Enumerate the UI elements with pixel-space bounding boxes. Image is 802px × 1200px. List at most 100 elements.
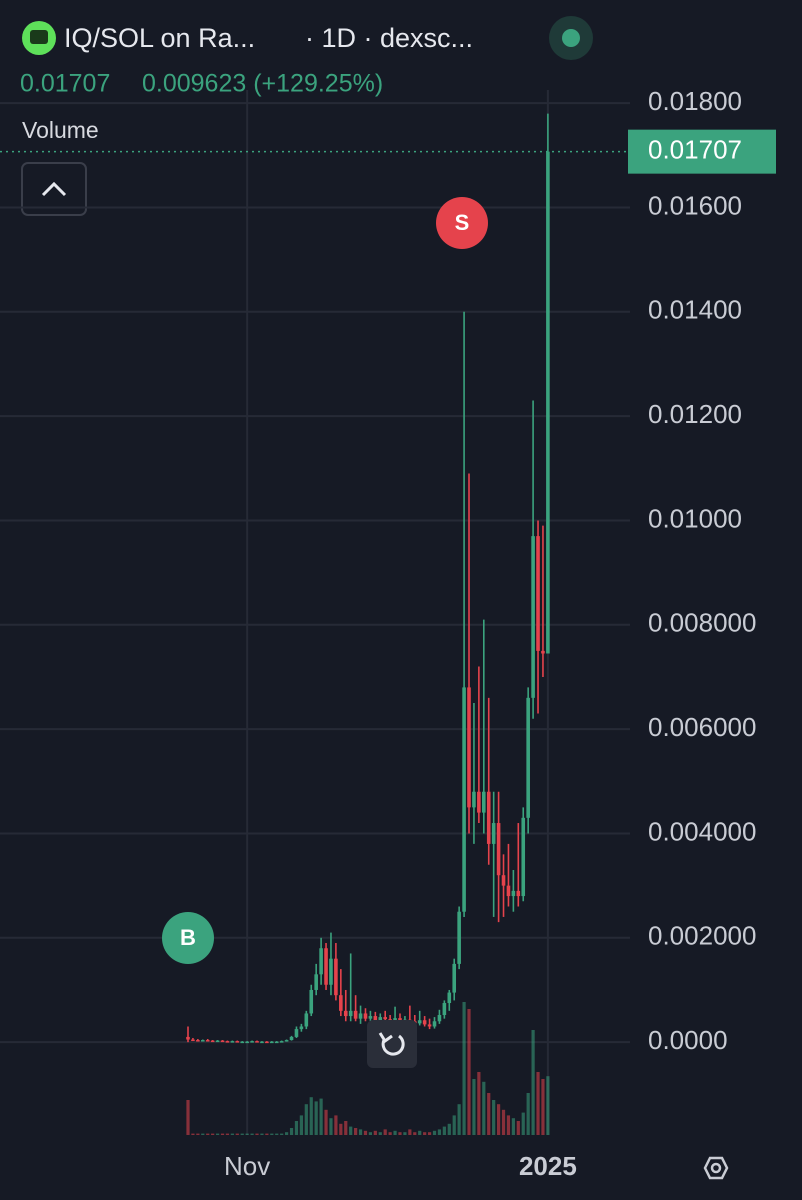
- reset-button[interactable]: [367, 1020, 417, 1068]
- x-tick-label: Nov: [224, 1151, 270, 1181]
- candle-body: [304, 1013, 309, 1027]
- y-tick-label: 0.0000: [648, 1025, 728, 1055]
- candle-body: [255, 1041, 259, 1043]
- candle-body: [200, 1040, 205, 1042]
- candle-body: [427, 1024, 432, 1027]
- y-tick-label: 0.01400: [648, 295, 742, 325]
- candle-body: [437, 1015, 442, 1022]
- candle-body: [245, 1041, 249, 1044]
- volume-bar: [230, 1133, 234, 1135]
- volume-bar: [388, 1132, 392, 1135]
- volume-bar: [437, 1129, 442, 1135]
- candle-body: [270, 1041, 274, 1044]
- candle-body: [457, 911, 461, 964]
- candle-body: [486, 791, 491, 844]
- candle-body: [447, 992, 452, 1004]
- volume-bar: [442, 1126, 446, 1135]
- y-tick-label: 0.004000: [648, 816, 756, 846]
- volume-bar: [250, 1133, 254, 1135]
- candle-body: [240, 1041, 245, 1044]
- candle-body: [541, 650, 545, 654]
- candle-body: [546, 151, 550, 654]
- x-tick-label: 2025: [519, 1151, 577, 1181]
- collapse-button[interactable]: [21, 162, 87, 216]
- volume-bar: [432, 1130, 437, 1135]
- volume-bar: [423, 1132, 427, 1135]
- volume-bar: [265, 1133, 269, 1135]
- candle-body: [279, 1041, 284, 1043]
- volume-bar: [349, 1126, 353, 1135]
- candle-body: [191, 1039, 195, 1042]
- volume-bar: [294, 1121, 299, 1135]
- y-tick-label: 0.006000: [648, 712, 756, 742]
- candle-body: [472, 791, 476, 808]
- volume-bar: [427, 1132, 432, 1135]
- settings-button[interactable]: [703, 1156, 729, 1180]
- volume-bar: [363, 1130, 368, 1135]
- candle-body: [536, 536, 540, 651]
- volume-bar: [408, 1129, 412, 1135]
- candle-body: [452, 963, 457, 993]
- candle-body: [348, 1010, 353, 1017]
- candle-body: [230, 1041, 235, 1043]
- volume-bar: [496, 1104, 501, 1135]
- volume-bar: [275, 1133, 279, 1135]
- volume-bar: [304, 1104, 308, 1135]
- candle-body: [531, 536, 535, 698]
- volume-bar: [492, 1100, 496, 1135]
- candle-body: [274, 1041, 279, 1044]
- candle-body: [398, 1018, 402, 1021]
- y-tick-label: 0.01800: [648, 86, 742, 116]
- candle-body: [363, 1013, 368, 1019]
- candle-body: [417, 1020, 422, 1024]
- candle-body: [215, 1040, 220, 1043]
- volume-bar: [467, 1009, 471, 1135]
- volume-bar: [378, 1132, 382, 1135]
- candle-body: [353, 1010, 358, 1019]
- candle-body: [477, 791, 481, 813]
- volume-bar: [447, 1123, 451, 1135]
- y-tick-label: 0.01200: [648, 399, 742, 429]
- candle-body: [521, 817, 526, 897]
- volume-bar: [324, 1109, 328, 1135]
- volume-bar: [511, 1118, 515, 1135]
- last-price-tag: [628, 129, 776, 174]
- candle-body: [526, 697, 530, 818]
- candle-body: [501, 875, 506, 886]
- volume-bar: [521, 1112, 525, 1135]
- candle-body: [314, 974, 318, 990]
- volume-bar: [329, 1118, 333, 1135]
- volume-bar: [373, 1130, 377, 1135]
- volume-bar: [383, 1129, 387, 1135]
- volume-bar: [220, 1133, 225, 1135]
- price-change: 0.009623 (+129.25%): [142, 70, 383, 98]
- candle-body: [220, 1040, 225, 1043]
- y-tick-label: 0.01000: [648, 503, 742, 533]
- candle-body: [324, 948, 328, 985]
- volume-bar: [280, 1133, 284, 1135]
- status-dot: [562, 29, 580, 47]
- candle-body: [225, 1041, 230, 1043]
- volume-bar: [482, 1081, 486, 1135]
- candle-body: [309, 989, 314, 1014]
- trade-marker: [436, 197, 488, 249]
- y-tick-label: 0.002000: [648, 921, 756, 951]
- volume-bar: [314, 1101, 318, 1135]
- candle-body: [319, 948, 323, 975]
- volume-bar: [270, 1133, 274, 1135]
- volume-bar: [211, 1133, 215, 1135]
- candle-body: [506, 885, 511, 897]
- volume-bar: [403, 1132, 407, 1135]
- candle-body: [482, 791, 486, 813]
- y-tick-label: 0.008000: [648, 608, 756, 638]
- candle-body: [260, 1041, 264, 1044]
- candle-body: [358, 1013, 363, 1019]
- volume-bar: [546, 1076, 550, 1135]
- volume-bar: [225, 1133, 230, 1135]
- symbol-title: IQ/SOL on Ra...: [64, 23, 255, 53]
- volume-bar: [255, 1133, 259, 1135]
- volume-bar: [201, 1133, 205, 1135]
- candle-body: [467, 687, 471, 808]
- volume-bar: [344, 1121, 348, 1135]
